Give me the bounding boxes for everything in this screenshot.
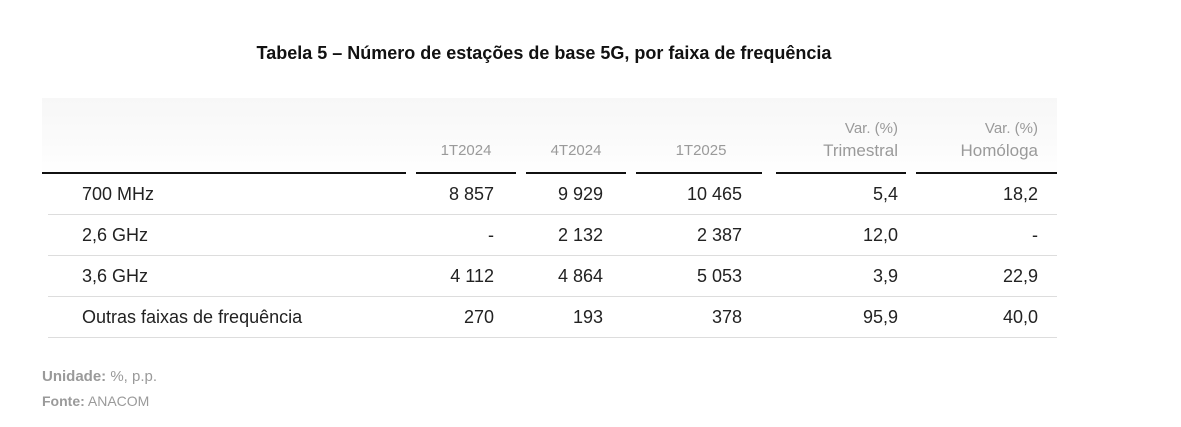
source-label: Fonte: [42, 393, 85, 409]
column-header-1t2025: 1T2025 [675, 142, 727, 159]
cell-var-homologa: 18,2 [1002, 184, 1038, 204]
column-header-var-homologa: Var. (%) Homóloga [960, 120, 1039, 160]
cell-var-homologa: 40,0 [1002, 307, 1038, 327]
row-label: Outras faixas de frequência [82, 307, 303, 327]
cell-var-homologa: - [1032, 225, 1038, 245]
cell-4t2024: 4 864 [557, 266, 603, 286]
header-rule [526, 172, 626, 174]
cell-var-trimestral: 5,4 [872, 184, 898, 204]
cell-var-trimestral: 95,9 [862, 307, 898, 327]
cell-4t2024: 193 [572, 307, 603, 327]
cell-1t2025: 2 387 [696, 225, 742, 245]
unit-value: %, p.p. [110, 368, 158, 385]
source-value: ANACOM [87, 393, 150, 409]
source-note: Fonte: ANACOM [42, 388, 157, 414]
unit-label: Unidade: [42, 368, 107, 385]
table-notes: Unidade: %, p.p. Fonte: ANACOM [42, 366, 157, 414]
header-rule [916, 172, 1057, 174]
table-title: Tabela 5 – Número de estações de base 5G… [256, 43, 832, 63]
row-divider [48, 255, 1057, 256]
table-row: 3,6 GHz 4 112 4 864 5 053 3,9 22,9 [42, 256, 1057, 297]
cell-1t2024: - [488, 225, 494, 245]
column-header-1t2024: 1T2024 [440, 142, 492, 159]
row-divider [406, 214, 1057, 215]
cell-1t2024: 270 [463, 307, 494, 327]
data-table: 1T2024 4T2024 1T2025 Var. (%) Trimestral… [42, 98, 1057, 338]
row-divider [48, 337, 1057, 338]
table-header: 1T2024 4T2024 1T2025 Var. (%) Trimestral… [42, 98, 1057, 174]
table-row: 700 MHz 8 857 9 929 10 465 5,4 18,2 [42, 174, 1057, 215]
header-rule [42, 172, 406, 174]
unit-note: Unidade: %, p.p. [42, 366, 157, 388]
cell-1t2024: 4 112 [450, 266, 494, 286]
row-label: 700 MHz [82, 184, 155, 204]
row-label: 2,6 GHz [82, 225, 149, 245]
cell-1t2024: 8 857 [448, 184, 494, 204]
cell-1t2025: 378 [711, 307, 742, 327]
table-row: 2,6 GHz - 2 132 2 387 12,0 - [42, 215, 1057, 256]
row-label: 3,6 GHz [82, 266, 149, 286]
cell-4t2024: 9 929 [557, 184, 603, 204]
header-rule [636, 172, 762, 174]
cell-1t2025: 10 465 [686, 184, 742, 204]
column-header-var-trimestral: Var. (%) Trimestral [823, 120, 898, 160]
cell-var-homologa: 22,9 [1002, 266, 1038, 286]
table-row: Outras faixas de frequência 270 193 378 … [42, 297, 1057, 338]
cell-var-trimestral: 12,0 [862, 225, 898, 245]
cell-1t2025: 5 053 [696, 266, 742, 286]
cell-var-trimestral: 3,9 [872, 266, 898, 286]
row-divider [48, 296, 1057, 297]
cell-4t2024: 2 132 [557, 225, 603, 245]
row-divider [48, 214, 406, 215]
header-rule [776, 172, 906, 174]
column-header-4t2024: 4T2024 [550, 142, 602, 159]
header-rule [416, 172, 516, 174]
